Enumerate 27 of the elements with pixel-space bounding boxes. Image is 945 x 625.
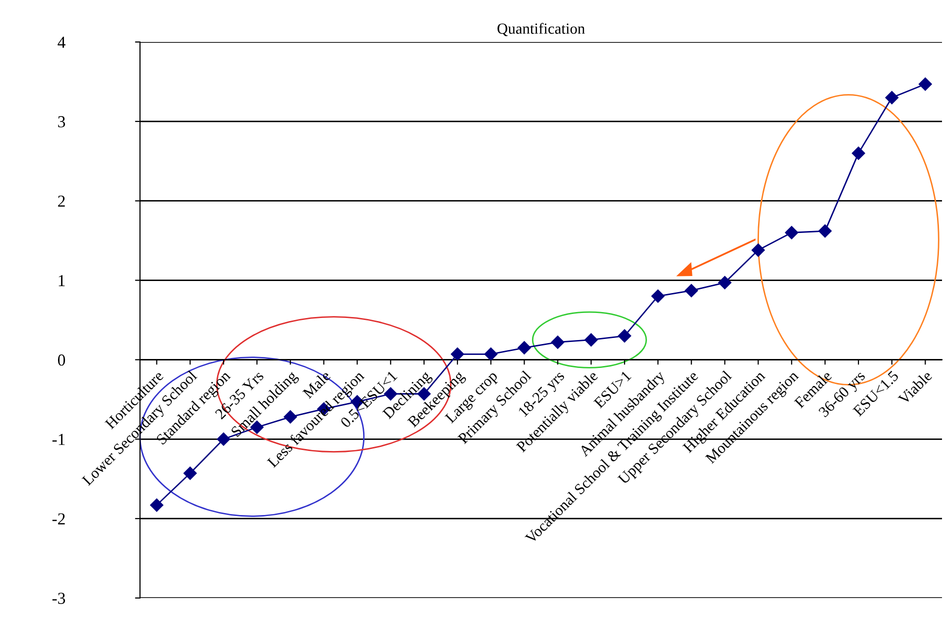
point xyxy=(651,290,665,303)
point xyxy=(551,336,564,349)
y-tick-label: -2 xyxy=(52,513,65,524)
y-tick-label: -3 xyxy=(52,592,66,604)
point xyxy=(752,244,765,257)
y-tick-label: 0 xyxy=(58,354,66,366)
point xyxy=(184,466,197,480)
point xyxy=(216,432,230,446)
point xyxy=(852,146,866,160)
chart-title: Quantification xyxy=(498,22,585,36)
point xyxy=(818,224,832,238)
point xyxy=(450,348,464,361)
point xyxy=(718,276,732,290)
point xyxy=(484,348,498,361)
point xyxy=(885,91,898,104)
point xyxy=(618,329,632,342)
y-tick-label: -1 xyxy=(52,434,65,445)
point xyxy=(584,333,598,346)
y-tick-label: 2 xyxy=(58,196,65,207)
point xyxy=(785,226,798,240)
point xyxy=(918,78,932,91)
point xyxy=(150,498,164,512)
y-tick-label: 4 xyxy=(58,36,66,48)
point xyxy=(518,341,531,354)
y-tick-label: 1 xyxy=(58,275,65,286)
point xyxy=(684,284,698,298)
y-tick-label: 3 xyxy=(58,116,66,128)
